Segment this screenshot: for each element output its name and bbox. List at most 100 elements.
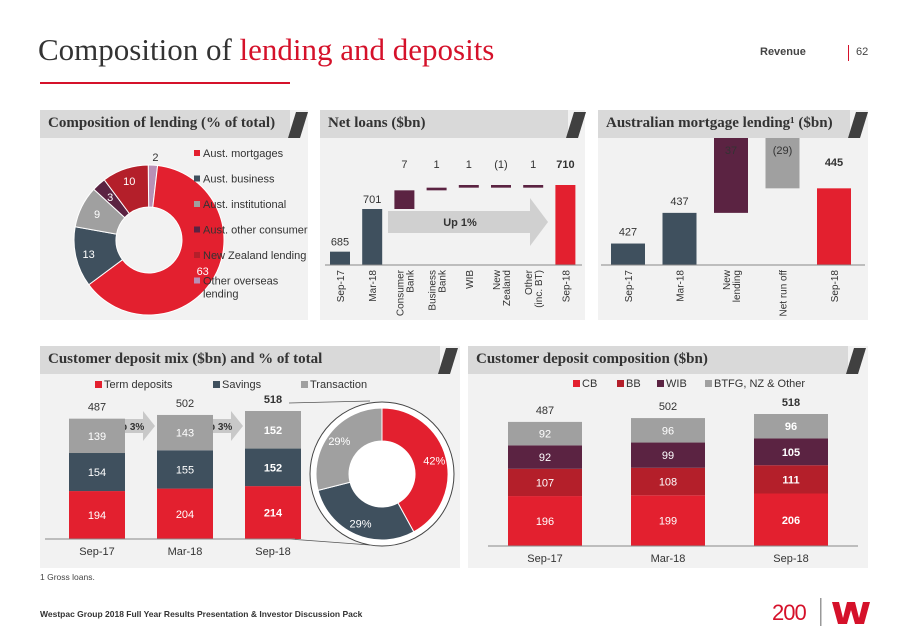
- pie-slice-label: 13: [83, 249, 95, 261]
- bar: [426, 187, 447, 191]
- logo-divider: [820, 598, 822, 626]
- deposit-mix-panel: Customer deposit mix ($bn) and % of tota…: [40, 346, 460, 568]
- legend-label: Other overseas: [203, 276, 279, 288]
- legend-label: Aust. mortgages: [203, 148, 284, 160]
- legend-label: CB: [582, 378, 597, 390]
- bar-value-label: 685: [331, 237, 349, 249]
- bar-segment: [69, 418, 125, 454]
- pie-slice: [88, 164, 225, 316]
- bar-total-label: 502: [176, 398, 194, 410]
- x-tick-label: Net run off: [779, 270, 790, 317]
- segment-value-label: 92: [539, 452, 551, 464]
- bar-total-label: 502: [659, 401, 677, 413]
- bar-segment: [245, 448, 301, 487]
- panel-header: Australian mortgage lending¹ ($bn): [598, 110, 868, 138]
- legend-swatch: [194, 252, 200, 258]
- legend-label: Aust. other consumer: [203, 225, 308, 237]
- segment-value-label: 206: [782, 515, 800, 527]
- legend-swatch: [573, 380, 580, 387]
- segment-value-label: 107: [536, 477, 554, 489]
- westpac-logo-icon: [832, 602, 870, 624]
- pie-slice-label: 9: [94, 209, 100, 221]
- bar-segment: [754, 465, 828, 494]
- pie-slice: [103, 164, 150, 215]
- bar-value-label: (29): [773, 145, 793, 157]
- panel-title: Customer deposit mix ($bn) and % of tota…: [48, 351, 323, 367]
- x-tick-label-line: Mar-18: [368, 270, 379, 302]
- growth-arrow-label: Up 3%: [202, 422, 233, 433]
- segment-value-label: 139: [88, 431, 106, 443]
- bar-segment: [508, 496, 582, 546]
- bar-value-label: 1: [434, 159, 440, 171]
- zoom-line: [288, 538, 371, 546]
- legend-label: Term deposits: [104, 379, 173, 391]
- legend-swatch: [194, 226, 200, 233]
- bar: [611, 243, 645, 265]
- x-tick-label: Mar-18: [168, 546, 203, 558]
- x-tick-label: New Zealand: [492, 269, 513, 306]
- segment-value-label: 105: [782, 447, 800, 459]
- section-label: Revenue: [760, 46, 806, 58]
- bar-value-label: 427: [619, 227, 637, 239]
- x-tick-label: Sep-17: [624, 270, 635, 303]
- net-loans-chart: Up 1% 685 701 7 1 1 (1) 1 710 Sep-17 Mar-18 Consu…: [325, 159, 582, 316]
- bar: [765, 138, 800, 189]
- legend-swatch: [95, 381, 102, 388]
- segment-value-label: 152: [264, 425, 282, 437]
- growth-arrow: [107, 411, 155, 441]
- panel-header: Customer deposit composition ($bn): [468, 346, 868, 374]
- bar-segment: [245, 411, 301, 449]
- bar-segment: [631, 495, 705, 546]
- pie-slice: [381, 407, 449, 533]
- x-tick-label: Business Bank: [428, 269, 449, 311]
- bar-value-label: 37: [725, 145, 737, 157]
- x-tick-label-line: lending: [732, 270, 743, 302]
- segment-value-label: 108: [659, 477, 677, 489]
- deposit-composition-panel: Customer deposit composition ($bn) CB BB W…: [468, 346, 868, 568]
- bar-segment: [754, 438, 828, 466]
- x-tick-label: Consumer Bank: [395, 269, 416, 316]
- bar: [817, 188, 851, 265]
- x-tick-label-line: Zealand: [502, 270, 513, 306]
- x-tick-label-line: Bank: [438, 269, 449, 293]
- segment-value-label: 155: [176, 464, 194, 476]
- panel-title: Net loans ($bn): [328, 115, 426, 131]
- x-tick-label-line: Business: [428, 270, 439, 311]
- panel-title: Australian mortgage lending¹ ($bn): [606, 115, 833, 131]
- bar-segment: [508, 421, 582, 446]
- pie-slice: [317, 481, 415, 541]
- bar-value-label: 437: [670, 196, 688, 208]
- bar-segment: [631, 442, 705, 468]
- legend-label: New Zealand lending: [203, 250, 306, 262]
- segment-value-label: 99: [662, 450, 674, 462]
- legend-label: BB: [626, 378, 641, 390]
- x-tick-label: Sep-17: [79, 546, 114, 558]
- bar-value-label: 1: [530, 159, 536, 171]
- page-title: Composition of lending and deposits: [38, 32, 494, 68]
- legend-label: Aust. business: [203, 174, 275, 186]
- bar: [555, 185, 576, 265]
- legend-label: Transaction: [310, 379, 367, 391]
- bar-value-label: 445: [825, 157, 843, 169]
- segment-value-label: 214: [264, 508, 283, 520]
- legend-swatch: [705, 380, 712, 387]
- deposit-composition-chart: CB BB WIB BTFG, NZ & Other 196 107 92 92 487 199…: [488, 378, 858, 565]
- source-line: Westpac Group 2018 Full Year Results Pre…: [40, 609, 363, 619]
- panel-header: Customer deposit mix ($bn) and % of tota…: [40, 346, 460, 374]
- bar-value-label: 701: [363, 194, 381, 206]
- section-divider: [848, 45, 849, 61]
- x-tick-label-line: Sep-18: [830, 270, 841, 303]
- bar-segment: [245, 486, 301, 539]
- bar: [523, 185, 544, 188]
- bar: [394, 190, 415, 209]
- x-tick-label-line: Net run off: [779, 270, 790, 317]
- donut-slice-label: 29%: [328, 436, 350, 448]
- segment-value-label: 196: [536, 516, 554, 528]
- mortgage-panel: Australian mortgage lending¹ ($bn) 427 43…: [598, 110, 868, 320]
- footnote: 1 Gross loans.: [40, 572, 95, 582]
- bar-segment: [157, 450, 213, 489]
- legend-swatch: [301, 381, 308, 388]
- growth-arrow: [388, 198, 548, 246]
- segment-value-label: 152: [264, 462, 282, 474]
